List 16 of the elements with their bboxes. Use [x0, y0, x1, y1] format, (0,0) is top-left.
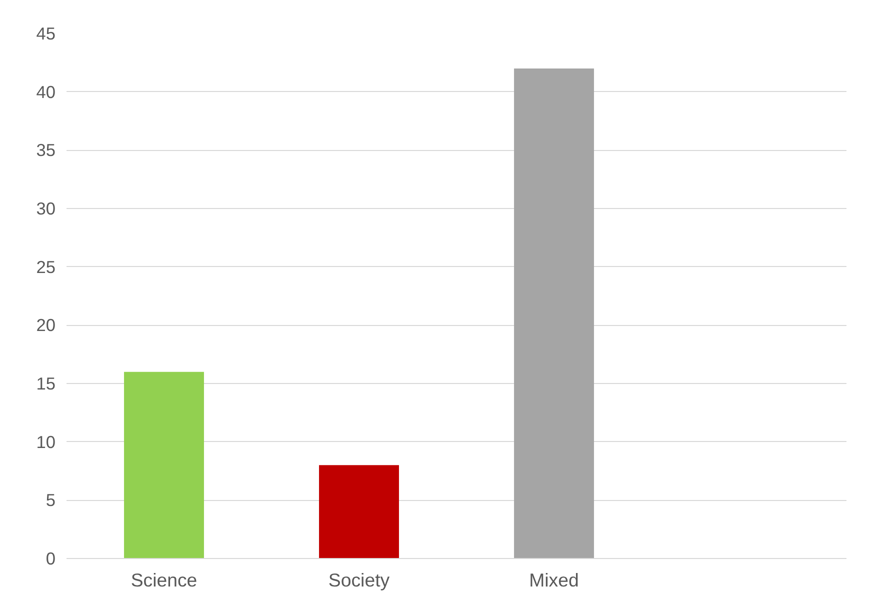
y-tick-label: 25	[36, 256, 56, 277]
y-tick-label: 5	[46, 490, 56, 510]
y-tick-label: 40	[36, 82, 56, 102]
x-tick-label: Science	[130, 570, 198, 590]
y-tick-label: 45	[36, 24, 56, 44]
x-tick-label: Mixed	[529, 570, 579, 590]
y-tick-label: 20	[36, 315, 56, 336]
y-tick-label: 35	[36, 140, 56, 160]
y-tick-label: 30	[36, 198, 56, 218]
y-tick-label: 0	[46, 548, 56, 568]
bar	[319, 465, 399, 558]
y-tick-label: 10	[36, 432, 56, 452]
bar	[514, 68, 594, 558]
x-tick-label: Society	[328, 570, 390, 590]
bar	[124, 372, 204, 558]
y-tick-label: 15	[36, 374, 56, 394]
